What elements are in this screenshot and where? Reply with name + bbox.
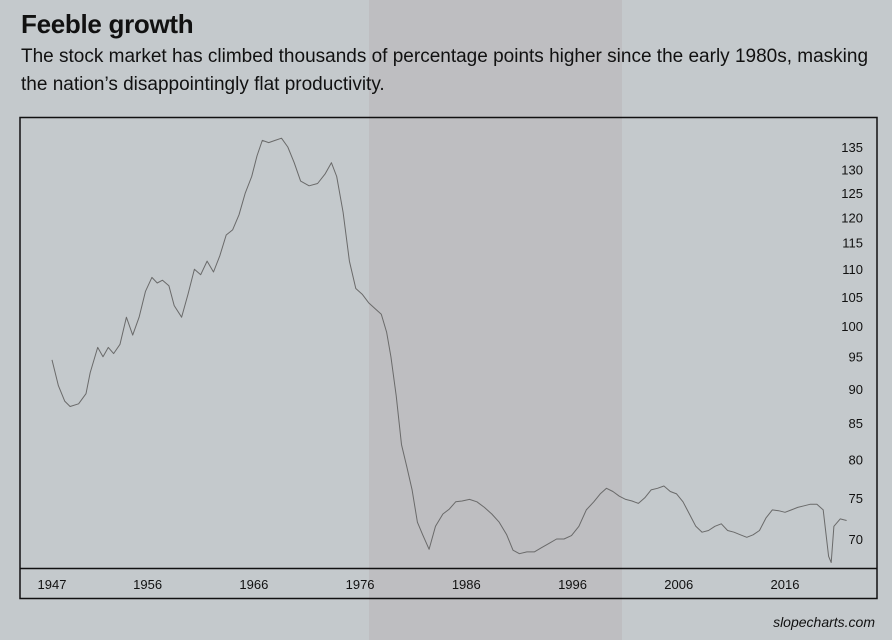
y-tick-label-90: 90: [849, 382, 863, 397]
y-tick-label-95: 95: [849, 350, 863, 365]
source-credit: slopecharts.com: [773, 614, 875, 630]
x-tick-label-1986: 1986: [452, 577, 481, 592]
series-line: [51, 137, 847, 563]
x-tick-label-1966: 1966: [239, 577, 268, 592]
plot-frame: [19, 116, 878, 600]
y-tick-label-85: 85: [849, 416, 863, 431]
y-tick-label-75: 75: [849, 491, 863, 506]
y-tick-label-70: 70: [849, 532, 863, 547]
y-tick-label-130: 130: [841, 163, 863, 178]
y-tick-labels: 70 75 80 85 90 95 100 105 110 115 120 125 130 135: [841, 140, 863, 547]
x-tick-label-1976: 1976: [346, 577, 375, 592]
y-tick-label-105: 105: [841, 290, 863, 305]
y-tick-label-100: 100: [841, 319, 863, 334]
x-tick-label-2006: 2006: [664, 577, 693, 592]
y-tick-label-120: 120: [841, 210, 863, 225]
chart-subtitle: The stock market has climbed thousands o…: [21, 46, 869, 95]
y-tick-label-125: 125: [841, 186, 863, 201]
shaded-period-band: [369, 0, 622, 640]
x-tick-label-1947: 1947: [38, 577, 67, 592]
x-tick-label-1956: 1956: [133, 577, 162, 592]
x-tick-labels: 1947 1956 1966 1976 1986 1996 2006 2016: [38, 577, 800, 592]
x-tick-label-2016: 2016: [771, 577, 800, 592]
x-tick-label-1996: 1996: [558, 577, 587, 592]
y-tick-label-115: 115: [842, 236, 863, 251]
chart-title: Feeble growth: [21, 9, 194, 39]
y-tick-label-135: 135: [841, 140, 863, 155]
y-tick-label-80: 80: [849, 452, 863, 467]
y-tick-label-110: 110: [842, 262, 863, 277]
